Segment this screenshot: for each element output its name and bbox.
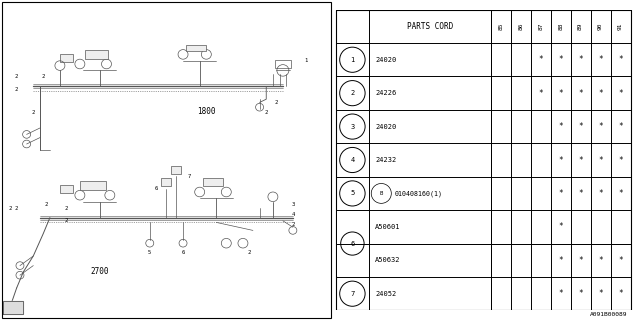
- Text: *: *: [579, 89, 583, 98]
- Text: 91: 91: [618, 23, 623, 30]
- Text: B: B: [380, 191, 383, 196]
- Bar: [80, 181, 106, 190]
- Text: *: *: [618, 156, 623, 164]
- Text: *: *: [558, 289, 563, 298]
- Text: 89: 89: [578, 23, 583, 30]
- Text: 6: 6: [350, 241, 355, 246]
- Text: 2: 2: [15, 205, 19, 211]
- Text: *: *: [538, 89, 543, 98]
- Text: *: *: [579, 55, 583, 64]
- Text: 3: 3: [291, 202, 294, 207]
- Text: 7: 7: [350, 291, 355, 297]
- Text: 7: 7: [188, 173, 191, 179]
- Bar: [60, 185, 73, 193]
- Text: 2: 2: [248, 250, 252, 255]
- Text: *: *: [558, 55, 563, 64]
- Text: 2: 2: [275, 100, 278, 105]
- Text: *: *: [598, 89, 603, 98]
- Text: 2: 2: [264, 109, 268, 115]
- Text: 1: 1: [305, 58, 308, 63]
- Text: *: *: [598, 289, 603, 298]
- Text: 2: 2: [350, 90, 355, 96]
- Text: 4: 4: [350, 157, 355, 163]
- Text: *: *: [618, 122, 623, 131]
- Text: 2: 2: [45, 202, 48, 207]
- Text: *: *: [558, 89, 563, 98]
- Text: 1: 1: [350, 57, 355, 63]
- Text: *: *: [598, 256, 603, 265]
- Text: *: *: [538, 55, 543, 64]
- Text: *: *: [579, 189, 583, 198]
- Text: 2: 2: [291, 221, 294, 227]
- Text: *: *: [558, 156, 563, 164]
- Text: A50601: A50601: [375, 224, 401, 230]
- Text: *: *: [618, 289, 623, 298]
- Text: 24052: 24052: [375, 291, 396, 297]
- Text: 24020: 24020: [375, 57, 396, 63]
- Bar: [172, 166, 181, 173]
- Bar: [85, 50, 108, 59]
- Text: *: *: [579, 156, 583, 164]
- Text: *: *: [558, 256, 563, 265]
- Text: 86: 86: [518, 23, 523, 30]
- Text: 5: 5: [350, 190, 355, 196]
- Text: 2: 2: [42, 74, 45, 79]
- Text: *: *: [579, 122, 583, 131]
- Text: *: *: [618, 55, 623, 64]
- Text: 88: 88: [558, 23, 563, 30]
- Text: *: *: [558, 222, 563, 231]
- Text: 4: 4: [291, 212, 294, 217]
- Text: *: *: [598, 55, 603, 64]
- Text: *: *: [598, 156, 603, 164]
- Text: 85: 85: [498, 23, 503, 30]
- Text: 2: 2: [65, 205, 68, 211]
- Text: *: *: [579, 289, 583, 298]
- Text: *: *: [618, 89, 623, 98]
- Text: 87: 87: [538, 23, 543, 30]
- Bar: [186, 45, 206, 51]
- Bar: [337, 211, 368, 276]
- Polygon shape: [3, 301, 23, 314]
- Text: *: *: [579, 256, 583, 265]
- Text: A091B00089: A091B00089: [589, 312, 627, 317]
- Text: PARTS CORD: PARTS CORD: [407, 22, 453, 31]
- Text: 3: 3: [350, 124, 355, 130]
- Text: 010408160(1): 010408160(1): [394, 190, 442, 197]
- Text: 2: 2: [15, 74, 19, 79]
- Text: *: *: [598, 122, 603, 131]
- Text: 2: 2: [15, 87, 19, 92]
- Text: A50632: A50632: [375, 257, 401, 263]
- Text: *: *: [618, 189, 623, 198]
- Text: 24226: 24226: [375, 90, 396, 96]
- Text: 6: 6: [181, 250, 185, 255]
- Text: *: *: [558, 122, 563, 131]
- Text: 90: 90: [598, 23, 603, 30]
- Text: 6: 6: [155, 186, 158, 191]
- Text: 2: 2: [8, 205, 12, 211]
- Text: 24232: 24232: [375, 157, 396, 163]
- Text: *: *: [618, 256, 623, 265]
- Bar: [60, 53, 73, 61]
- Bar: [203, 179, 223, 186]
- Text: 2700: 2700: [91, 268, 109, 276]
- Text: 5: 5: [148, 250, 152, 255]
- Bar: [275, 60, 291, 68]
- Text: 2: 2: [65, 218, 68, 223]
- Text: *: *: [598, 189, 603, 198]
- Text: *: *: [558, 189, 563, 198]
- Text: 24020: 24020: [375, 124, 396, 130]
- Text: 2: 2: [31, 109, 35, 115]
- Bar: [161, 179, 172, 186]
- Text: 1800: 1800: [197, 108, 216, 116]
